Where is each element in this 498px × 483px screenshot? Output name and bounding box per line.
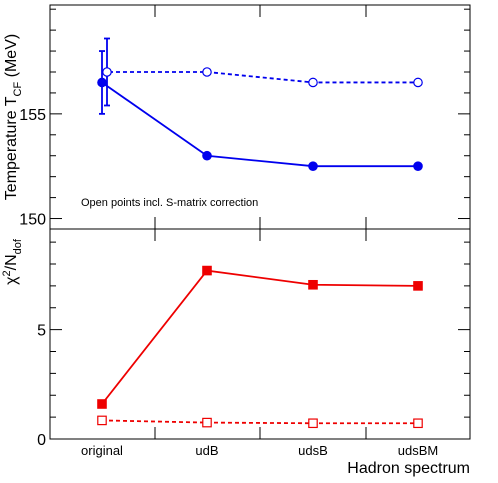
bottom-series-0-point bbox=[97, 399, 107, 409]
bottom-y-axis-title: χ2/Ndof bbox=[1, 238, 24, 285]
bottom-series-0-line bbox=[101, 269, 419, 405]
x-category-label: udsBM bbox=[398, 443, 438, 458]
plot-marks bbox=[97, 37, 423, 429]
x-category-label: udsB bbox=[298, 443, 328, 458]
top-y-axis-title-sub: CF bbox=[12, 82, 24, 97]
axis-ticks: 150 155 0 5 original udB udsB udsBM bbox=[19, 5, 470, 458]
bottom-series-1-line bbox=[101, 419, 418, 425]
top-series-0-point bbox=[202, 150, 212, 161]
x-category-label: udB bbox=[195, 443, 218, 458]
bottom-series-0-point bbox=[413, 281, 423, 291]
top-series-0-point bbox=[97, 77, 107, 88]
bottom-panel-frame bbox=[49, 228, 471, 440]
bottom-series-1-point bbox=[97, 415, 107, 426]
bottom-series-0-point bbox=[202, 265, 212, 276]
top-series-0-line bbox=[101, 81, 418, 168]
top-series-1-point bbox=[308, 77, 318, 88]
top-panel-frame bbox=[49, 4, 471, 230]
top-series-1-point bbox=[413, 77, 423, 88]
bottom-y-axis-title-mid: /N bbox=[3, 254, 20, 270]
bottom-y-axis-title-sup: 2 bbox=[1, 270, 13, 276]
top-series-1-point bbox=[202, 67, 212, 77]
bottom-y-tick-label: 0 bbox=[37, 432, 46, 449]
bottom-y-tick-label: 5 bbox=[37, 323, 46, 340]
chart-annotation: Open points incl. S-matrix correction bbox=[81, 197, 258, 209]
bottom-series-1-point bbox=[413, 418, 423, 429]
bottom-y-axis-title-sub: dof bbox=[12, 238, 24, 254]
bottom-series-1-point bbox=[202, 417, 212, 428]
bottom-series-0-point bbox=[308, 279, 318, 290]
top-series-1-point bbox=[102, 67, 112, 77]
top-series-0-point bbox=[308, 161, 318, 171]
top-y-axis-title: Temperature TCF (MeV) bbox=[3, 34, 24, 200]
x-category-label: original bbox=[81, 443, 123, 458]
bottom-series-1-point bbox=[308, 418, 318, 429]
top-series-0-point bbox=[413, 161, 423, 171]
top-y-axis-title-unit: (MeV) bbox=[3, 34, 20, 82]
top-y-tick-label: 150 bbox=[19, 212, 46, 229]
x-axis-title: Hadron spectrum bbox=[347, 460, 470, 477]
top-y-tick-label: 155 bbox=[19, 107, 46, 124]
top-series-1-line bbox=[102, 71, 418, 84]
